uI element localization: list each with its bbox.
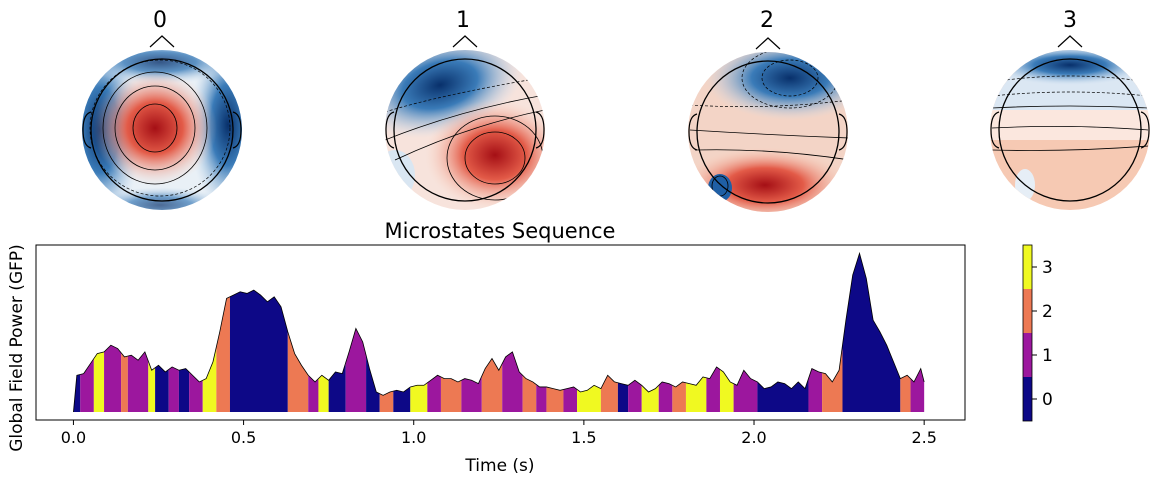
gfp-outline: [73, 251, 925, 413]
segment-38: [672, 381, 686, 412]
segment-4: [121, 352, 128, 412]
segment-23: [427, 375, 441, 412]
x-axis-label: Time (s): [464, 456, 534, 476]
segment-14: [287, 331, 309, 412]
segment-33: [600, 375, 618, 412]
colorbar-tick-label-0: 0: [1042, 390, 1053, 410]
segment-40: [706, 366, 720, 412]
chart-title: Microstates Sequence: [385, 219, 616, 243]
segment-18: [345, 328, 367, 412]
topomap-title-0: 0: [153, 8, 167, 33]
colorbar-ticks: 0 1 2 3: [1032, 258, 1053, 410]
segment-3: [104, 345, 122, 412]
colorbar-tick-label-3: 3: [1042, 258, 1053, 278]
segment-48: [910, 368, 925, 412]
segment-13: [229, 290, 288, 412]
microstate-segments: [73, 253, 925, 412]
topomap-2: 2: [688, 8, 848, 212]
segment-20: [379, 391, 394, 412]
segment-37: [658, 381, 673, 412]
segment-17: [328, 362, 346, 412]
x-axis: 0.0 0.5 1.0 1.5 2.0 2.5: [61, 420, 937, 447]
segment-16: [318, 375, 329, 412]
segment-41: [719, 369, 734, 412]
x-tick-label-4: 2.0: [741, 428, 766, 447]
segment-15: [308, 375, 319, 412]
segment-46: [842, 253, 901, 412]
segment-39: [685, 376, 707, 412]
segment-27: [502, 351, 523, 412]
segment-1: [80, 358, 94, 412]
segment-35: [628, 380, 642, 412]
x-tick-label-5: 2.5: [911, 428, 936, 447]
segment-11: [202, 346, 217, 412]
segment-5: [127, 351, 149, 412]
segment-7: [155, 365, 169, 412]
gfp-plot: Microstates Sequence 0.0 0.5 1.0 1.5 2.0 2.5 …: [7, 219, 966, 476]
plot-frame: [35, 244, 966, 421]
segment-30: [546, 386, 564, 412]
segment-32: [577, 385, 601, 412]
segment-10: [189, 371, 203, 412]
segment-9: [178, 368, 190, 412]
x-tick-label-2: 1.0: [401, 428, 426, 447]
segment-21: [393, 386, 411, 412]
segment-25: [461, 376, 482, 412]
segment-6: [148, 361, 156, 412]
segment-24: [440, 376, 462, 412]
segment-47: [900, 375, 911, 412]
colorbar-tick-label-1: 1: [1042, 346, 1053, 366]
segment-28: [522, 375, 537, 412]
segment-2: [93, 351, 105, 412]
segment-0: [73, 374, 81, 412]
x-tick-label-0: 0.0: [61, 428, 86, 447]
colorbar-tick-label-2: 2: [1042, 302, 1053, 322]
segment-8: [168, 366, 179, 412]
segment-34: [617, 382, 629, 412]
x-tick-label-3: 1.5: [571, 428, 596, 447]
colorbar: 0 1 2 3: [1022, 244, 1053, 422]
segment-42: [733, 370, 758, 412]
topomap-title-2: 2: [760, 8, 774, 33]
segment-29: [536, 384, 547, 412]
segment-36: [641, 385, 659, 412]
topomap-0: 0: [82, 8, 242, 210]
segment-22: [410, 382, 428, 412]
segment-44: [808, 368, 823, 412]
topomap-title-1: 1: [456, 8, 470, 33]
segment-26: [481, 358, 503, 412]
segment-45: [822, 345, 843, 412]
colorbar-strip: [1022, 244, 1033, 422]
topomap-3: 3: [990, 8, 1150, 210]
x-tick-label-1: 0.5: [231, 428, 256, 447]
y-axis-label: Global Field Power (GFP): [7, 244, 27, 452]
topomap-1: 1: [385, 8, 545, 210]
segment-43: [757, 378, 809, 412]
topomap-title-3: 3: [1063, 8, 1077, 33]
segment-12: [216, 296, 230, 412]
segment-31: [563, 386, 578, 412]
